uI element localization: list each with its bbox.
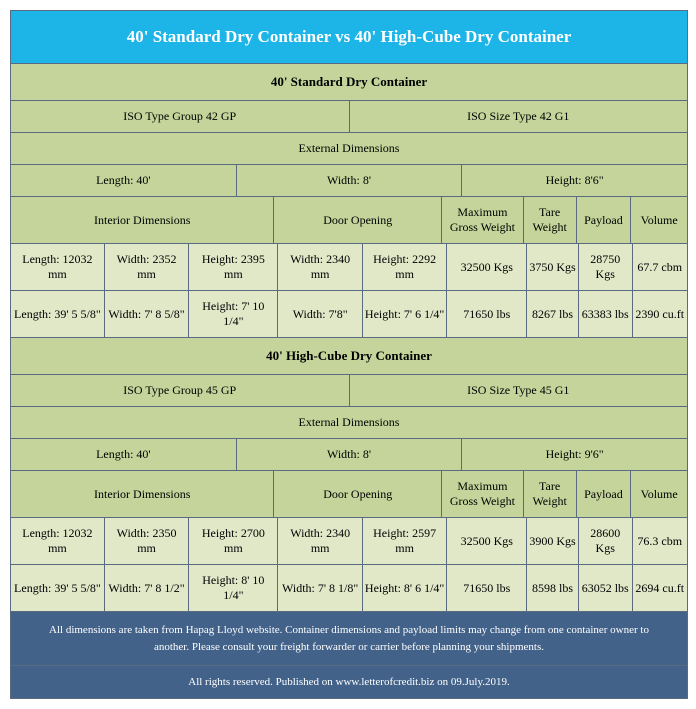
- std-iso-type: ISO Type Group 42 GP: [11, 101, 350, 132]
- footer-copyright: All rights reserved. Published on www.le…: [11, 666, 687, 698]
- std-iso-size: ISO Size Type 42 G1: [350, 101, 688, 132]
- std-m-int-h: Height: 2395 mm: [189, 244, 278, 290]
- hc-tare-label: Tare Weight: [524, 471, 577, 517]
- hc-mgw-label: Maximum Gross Weight: [442, 471, 524, 517]
- std-i-int-h: Height: 7' 10 1/4": [189, 291, 278, 337]
- std-mgw-label: Maximum Gross Weight: [442, 197, 524, 243]
- hc-i-int-h: Height: 8' 10 1/4": [189, 565, 278, 611]
- hc-interior-label: Interior Dimensions: [11, 471, 274, 517]
- hc-i-door-w: Width: 7' 8 1/8": [278, 565, 362, 611]
- hc-payload-label: Payload: [577, 471, 632, 517]
- hc-m-volume: 76.3 cbm: [633, 518, 687, 564]
- std-volume-label: Volume: [631, 197, 687, 243]
- std-m-payload: 28750 Kgs: [579, 244, 633, 290]
- std-header: 40' Standard Dry Container: [11, 64, 687, 101]
- hc-i-mgw: 71650 lbs: [447, 565, 527, 611]
- hc-m-int-l: Length: 12032 mm: [11, 518, 105, 564]
- comparison-table: 40' Standard Dry Container vs 40' High-C…: [10, 10, 688, 699]
- hc-m-int-w: Width: 2350 mm: [105, 518, 189, 564]
- hc-i-tare: 8598 lbs: [527, 565, 579, 611]
- footer-note: All dimensions are taken from Hapag Lloy…: [11, 612, 687, 666]
- std-ext-width: Width: 8': [237, 165, 463, 196]
- hc-i-payload: 63052 lbs: [579, 565, 633, 611]
- hc-iso-size: ISO Size Type 45 G1: [350, 375, 688, 406]
- hc-ext-height: Height: 9'6": [462, 439, 687, 470]
- std-m-door-h: Height: 2292 mm: [363, 244, 447, 290]
- std-door-label: Door Opening: [274, 197, 442, 243]
- std-i-mgw: 71650 lbs: [447, 291, 527, 337]
- hc-ext-length: Length: 40': [11, 439, 237, 470]
- hc-iso-type: ISO Type Group 45 GP: [11, 375, 350, 406]
- std-m-volume: 67.7 cbm: [633, 244, 687, 290]
- std-ext-length: Length: 40': [11, 165, 237, 196]
- std-i-door-h: Height: 7' 6 1/4": [363, 291, 447, 337]
- std-ext-height: Height: 8'6": [462, 165, 687, 196]
- std-m-mgw: 32500 Kgs: [447, 244, 527, 290]
- std-tare-label: Tare Weight: [524, 197, 577, 243]
- hc-ext-header: External Dimensions: [11, 407, 687, 438]
- hc-i-int-w: Width: 7' 8 1/2": [105, 565, 189, 611]
- hc-door-label: Door Opening: [274, 471, 442, 517]
- std-ext-header: External Dimensions: [11, 133, 687, 164]
- std-interior-label: Interior Dimensions: [11, 197, 274, 243]
- std-i-volume: 2390 cu.ft: [633, 291, 687, 337]
- hc-m-door-w: Width: 2340 mm: [278, 518, 362, 564]
- std-m-door-w: Width: 2340 mm: [278, 244, 362, 290]
- hc-i-int-l: Length: 39' 5 5/8": [11, 565, 105, 611]
- hc-ext-width: Width: 8': [237, 439, 463, 470]
- std-i-tare: 8267 lbs: [527, 291, 579, 337]
- hc-i-volume: 2694 cu.ft: [633, 565, 687, 611]
- std-i-door-w: Width: 7'8": [278, 291, 362, 337]
- std-i-payload: 63383 lbs: [579, 291, 633, 337]
- std-payload-label: Payload: [577, 197, 632, 243]
- std-i-int-w: Width: 7' 8 5/8": [105, 291, 189, 337]
- hc-m-int-h: Height: 2700 mm: [189, 518, 278, 564]
- hc-m-payload: 28600 Kgs: [579, 518, 633, 564]
- hc-i-door-h: Height: 8' 6 1/4": [363, 565, 447, 611]
- hc-header: 40' High-Cube Dry Container: [11, 338, 687, 375]
- std-i-int-l: Length: 39' 5 5/8": [11, 291, 105, 337]
- hc-volume-label: Volume: [631, 471, 687, 517]
- hc-m-tare: 3900 Kgs: [527, 518, 579, 564]
- std-m-tare: 3750 Kgs: [527, 244, 579, 290]
- std-m-int-l: Length: 12032 mm: [11, 244, 105, 290]
- std-m-int-w: Width: 2352 mm: [105, 244, 189, 290]
- hc-m-door-h: Height: 2597 mm: [363, 518, 447, 564]
- hc-m-mgw: 32500 Kgs: [447, 518, 527, 564]
- page-title: 40' Standard Dry Container vs 40' High-C…: [11, 11, 687, 64]
